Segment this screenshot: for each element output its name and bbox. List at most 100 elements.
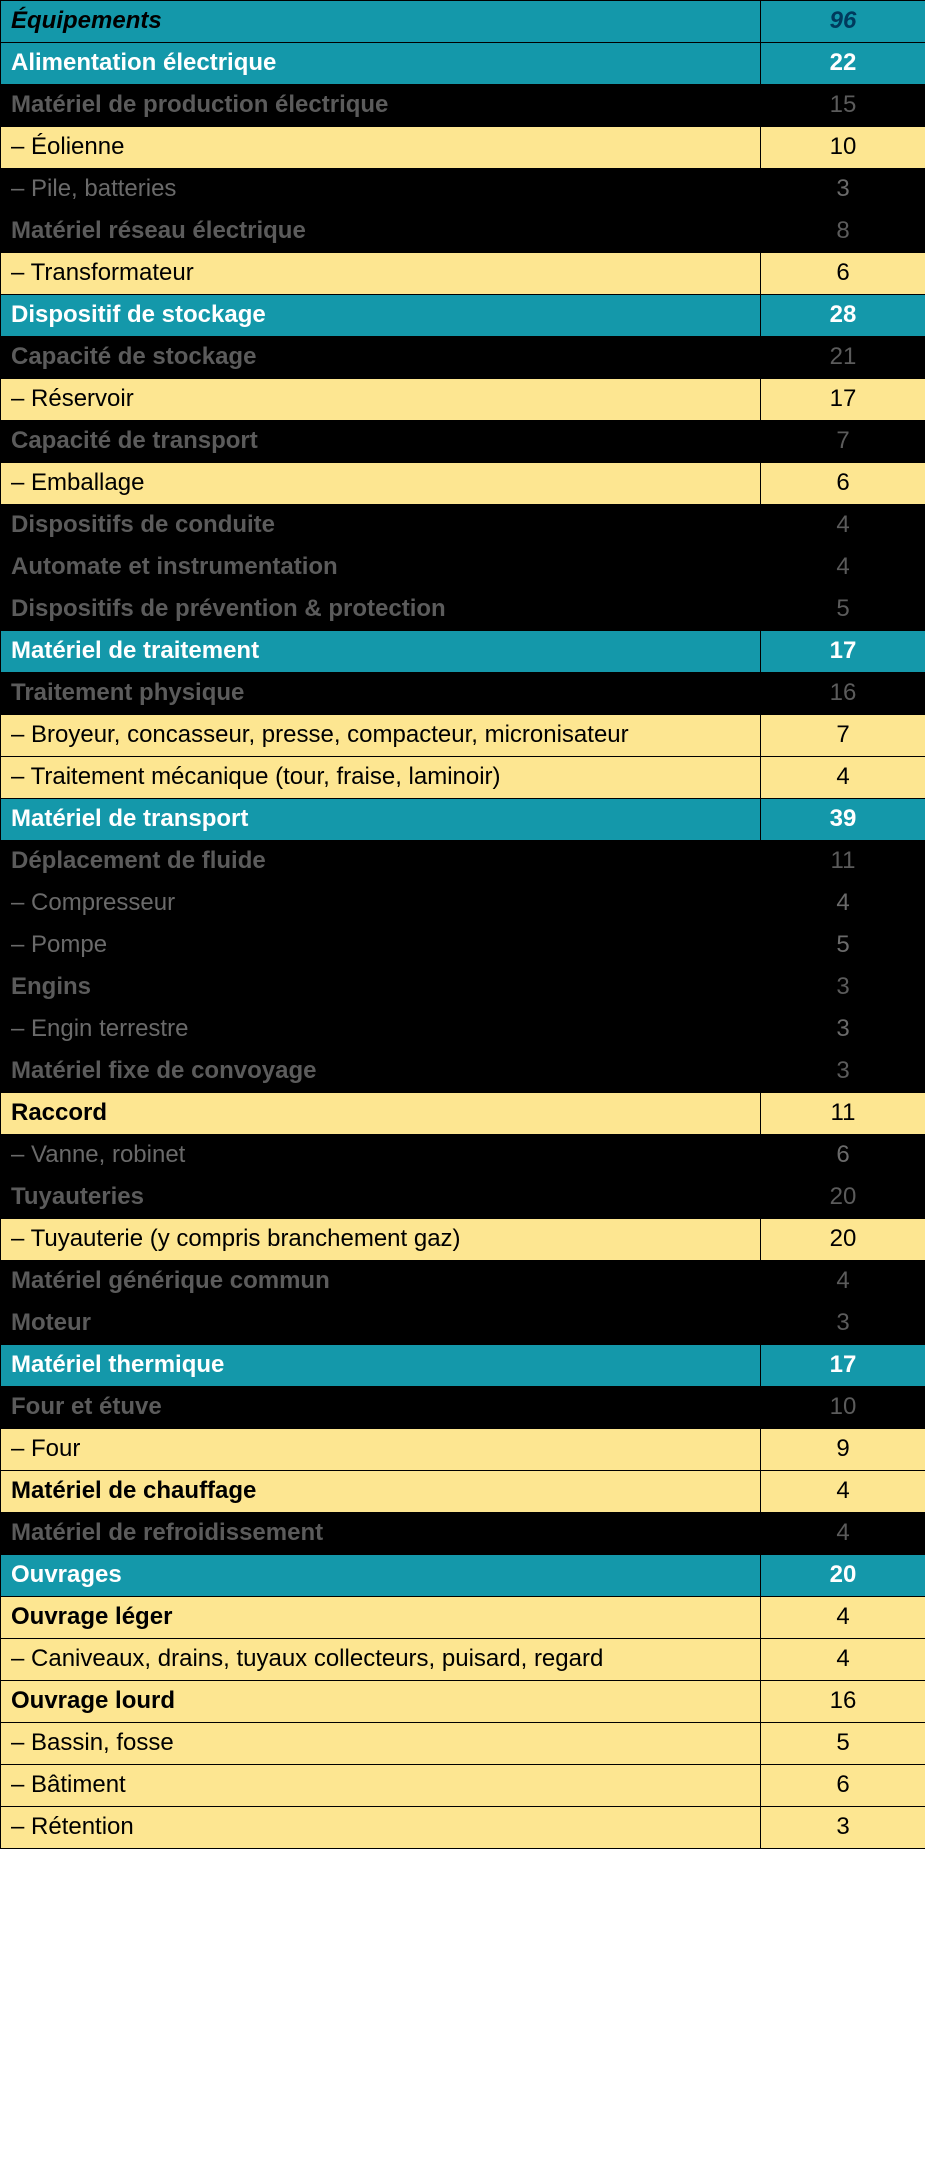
table-row: Ouvrage léger4 — [1, 1597, 925, 1639]
row-value: 6 — [761, 463, 925, 505]
table-row: – Pile, batteries3 — [1, 169, 925, 211]
row-value: 39 — [761, 799, 925, 841]
row-value: 15 — [761, 85, 925, 127]
row-label: – Pile, batteries — [1, 169, 761, 211]
row-value: 4 — [761, 1261, 925, 1303]
table-row: – Rétention3 — [1, 1807, 925, 1849]
row-label: – Vanne, robinet — [1, 1135, 761, 1177]
row-value: 7 — [761, 715, 925, 757]
table-row: – Broyeur, concasseur, presse, compacteu… — [1, 715, 925, 757]
table-row: Moteur3 — [1, 1303, 925, 1345]
row-value: 4 — [761, 1639, 925, 1681]
row-label: Capacité de stockage — [1, 337, 761, 379]
row-label: – Caniveaux, drains, tuyaux collecteurs,… — [1, 1639, 761, 1681]
row-value: 3 — [761, 967, 925, 1009]
table-row: Ouvrage lourd16 — [1, 1681, 925, 1723]
table-row: – Four9 — [1, 1429, 925, 1471]
row-value: 11 — [761, 1093, 925, 1135]
row-value: 4 — [761, 1597, 925, 1639]
table-row: Dispositifs de prévention & protection5 — [1, 589, 925, 631]
table-row: Matériel générique commun4 — [1, 1261, 925, 1303]
table-row: Matériel fixe de convoyage3 — [1, 1051, 925, 1093]
row-label: – Tuyauterie (y compris branchement gaz) — [1, 1219, 761, 1261]
table-row: – Bassin, fosse5 — [1, 1723, 925, 1765]
row-value: 20 — [761, 1177, 925, 1219]
row-value: 3 — [761, 1303, 925, 1345]
table-row: Engins3 — [1, 967, 925, 1009]
table-row: – Caniveaux, drains, tuyaux collecteurs,… — [1, 1639, 925, 1681]
row-value: 22 — [761, 43, 925, 85]
row-label: Engins — [1, 967, 761, 1009]
table-row: Ouvrages20 — [1, 1555, 925, 1597]
row-value: 6 — [761, 1135, 925, 1177]
row-value: 16 — [761, 1681, 925, 1723]
table-row: Four et étuve10 — [1, 1387, 925, 1429]
row-value: 5 — [761, 589, 925, 631]
row-label: Matériel réseau électrique — [1, 211, 761, 253]
row-label: Matériel de chauffage — [1, 1471, 761, 1513]
row-label: Matériel de transport — [1, 799, 761, 841]
row-label: Matériel fixe de convoyage — [1, 1051, 761, 1093]
row-value: 3 — [761, 169, 925, 211]
row-label: Traitement physique — [1, 673, 761, 715]
equipment-table: Équipements96Alimentation électrique22Ma… — [0, 0, 925, 1849]
row-label: – Four — [1, 1429, 761, 1471]
row-value: 3 — [761, 1009, 925, 1051]
row-value: 96 — [761, 1, 925, 43]
table-row: – Réservoir17 — [1, 379, 925, 421]
table-row: Raccord11 — [1, 1093, 925, 1135]
row-value: 3 — [761, 1807, 925, 1849]
table-row: – Engin terrestre3 — [1, 1009, 925, 1051]
row-label: Tuyauteries — [1, 1177, 761, 1219]
table-row: Équipements96 — [1, 1, 925, 43]
row-value: 17 — [761, 631, 925, 673]
table-row: Matériel thermique17 — [1, 1345, 925, 1387]
row-value: 17 — [761, 1345, 925, 1387]
table-row: Matériel réseau électrique8 — [1, 211, 925, 253]
table-row: – Transformateur6 — [1, 253, 925, 295]
row-label: Dispositifs de prévention & protection — [1, 589, 761, 631]
row-label: Ouvrage léger — [1, 1597, 761, 1639]
table-row: – Tuyauterie (y compris branchement gaz)… — [1, 1219, 925, 1261]
row-label: – Transformateur — [1, 253, 761, 295]
table-row: – Emballage6 — [1, 463, 925, 505]
row-label: Matériel de traitement — [1, 631, 761, 673]
table-row: Automate et instrumentation4 — [1, 547, 925, 589]
row-value: 8 — [761, 211, 925, 253]
row-label: Matériel de production électrique — [1, 85, 761, 127]
row-value: 4 — [761, 505, 925, 547]
row-value: 5 — [761, 925, 925, 967]
row-label: Ouvrages — [1, 1555, 761, 1597]
row-value: 20 — [761, 1555, 925, 1597]
row-value: 4 — [761, 883, 925, 925]
table-row: Traitement physique16 — [1, 673, 925, 715]
row-label: – Réservoir — [1, 379, 761, 421]
table-body: Équipements96Alimentation électrique22Ma… — [1, 1, 925, 1849]
table-row: – Traitement mécanique (tour, fraise, la… — [1, 757, 925, 799]
table-row: Matériel de refroidissement4 — [1, 1513, 925, 1555]
table-row: Dispositif de stockage28 — [1, 295, 925, 337]
row-value: 10 — [761, 1387, 925, 1429]
row-label: Matériel de refroidissement — [1, 1513, 761, 1555]
table-row: Matériel de traitement17 — [1, 631, 925, 673]
table-row: Tuyauteries20 — [1, 1177, 925, 1219]
table-row: Dispositifs de conduite4 — [1, 505, 925, 547]
row-label: – Rétention — [1, 1807, 761, 1849]
row-value: 17 — [761, 379, 925, 421]
table-row: – Pompe5 — [1, 925, 925, 967]
row-label: Capacité de transport — [1, 421, 761, 463]
table-row: Alimentation électrique22 — [1, 43, 925, 85]
row-value: 4 — [761, 757, 925, 799]
row-value: 6 — [761, 253, 925, 295]
table-row: – Éolienne10 — [1, 127, 925, 169]
row-label: Dispositif de stockage — [1, 295, 761, 337]
row-label: Équipements — [1, 1, 761, 43]
row-label: – Traitement mécanique (tour, fraise, la… — [1, 757, 761, 799]
row-label: – Compresseur — [1, 883, 761, 925]
row-label: Automate et instrumentation — [1, 547, 761, 589]
row-label: – Bâtiment — [1, 1765, 761, 1807]
row-label: – Broyeur, concasseur, presse, compacteu… — [1, 715, 761, 757]
row-label: Four et étuve — [1, 1387, 761, 1429]
table-row: Matériel de chauffage4 — [1, 1471, 925, 1513]
table-row: Déplacement de fluide11 — [1, 841, 925, 883]
